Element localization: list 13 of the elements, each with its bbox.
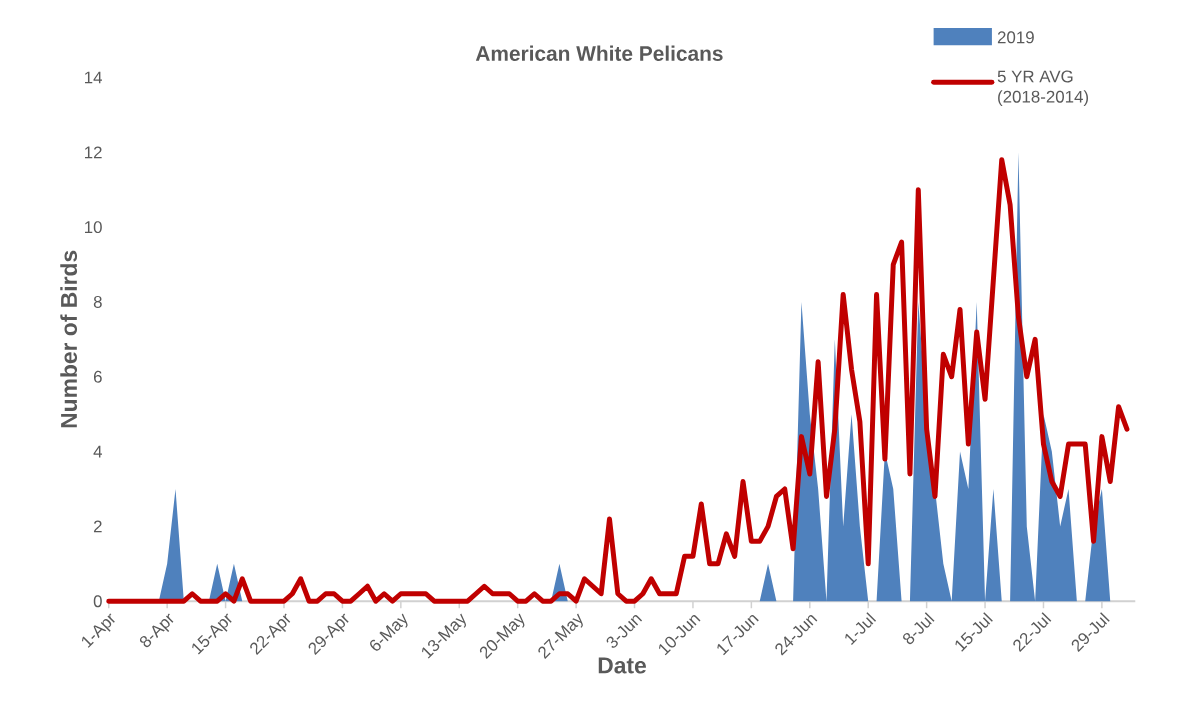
chart-title: American White Pelicans (475, 45, 723, 62)
y-tick-label: 6 (93, 370, 102, 383)
y-tick-label: 2 (93, 520, 102, 533)
y-tick-label: 8 (93, 296, 102, 309)
y-tick-label: 14 (85, 71, 102, 84)
y-tick-label: 12 (85, 146, 102, 159)
y-tick-label: 10 (85, 221, 102, 234)
y-tick-label: 0 (93, 595, 102, 608)
y-axis-title: Number of Birds (60, 250, 78, 428)
y-tick-label: 4 (93, 445, 103, 458)
x-axis-title: Date (598, 657, 646, 674)
legend-label: 5 YR AVG (2018-2014) (997, 70, 1089, 107)
legend-label: 2019 (997, 31, 1034, 44)
